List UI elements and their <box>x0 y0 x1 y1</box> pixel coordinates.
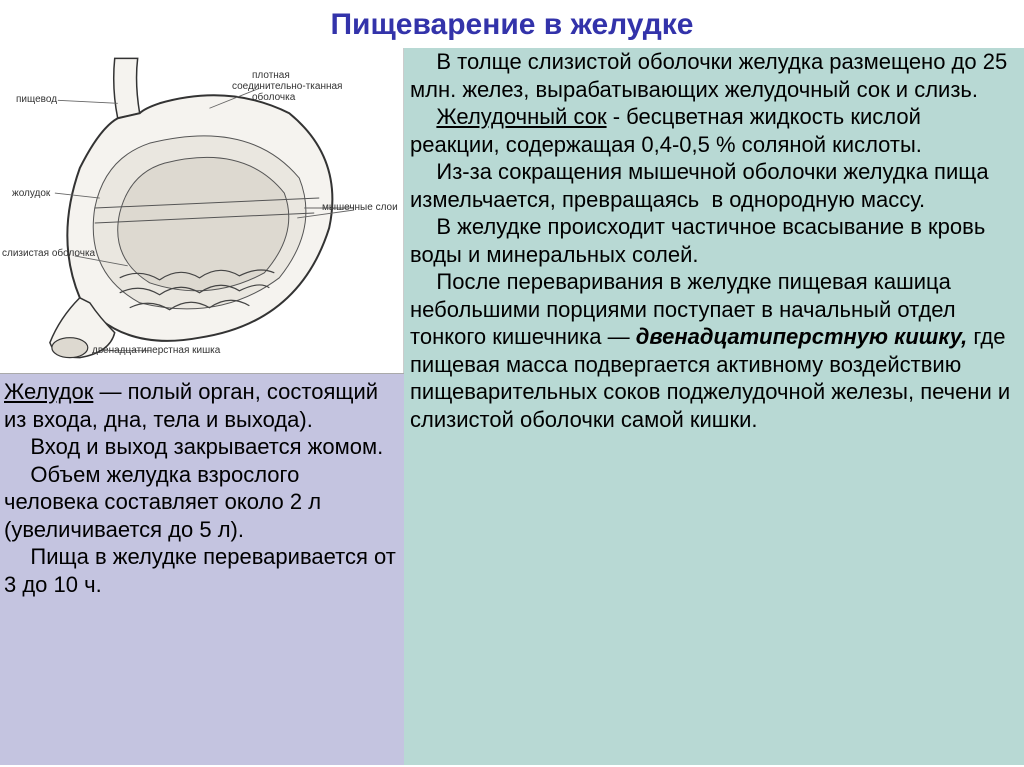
left-p2: Вход и выход закрывается жомом. <box>4 433 396 461</box>
term-stomach: Желудок <box>4 379 93 404</box>
left-p3: Объем желудка взрослого человека составл… <box>4 461 396 544</box>
left-text-box: Желудок — полый орган, состоящий из вход… <box>0 373 404 765</box>
label-esophagus: пищевод <box>16 94 57 105</box>
right-text-box: В толще слизистой оболочки желудка разме… <box>404 48 1024 765</box>
right-p2: Желудочный сок - бесцветная жидкость кис… <box>410 103 1014 158</box>
right-p5: После переваривания в желудке пищевая ка… <box>410 268 1014 433</box>
left-column: пищевод жолудок слизистая оболочка двена… <box>0 48 404 765</box>
term-gastric-juice: Желудочный сок <box>436 104 606 129</box>
term-duodenum: двенадцатиперстную кишку, <box>636 324 968 349</box>
stomach-diagram: пищевод жолудок слизистая оболочка двена… <box>0 48 404 373</box>
label-dense-1: плотная <box>252 70 290 81</box>
label-duodenum: двенадцатиперстная кишка <box>92 345 220 356</box>
right-p3: Из-за сокращения мышечной оболочки желуд… <box>410 158 1014 213</box>
content-container: пищевод жолудок слизистая оболочка двена… <box>0 48 1024 765</box>
label-muscle-layers: мышечные слои <box>322 202 398 213</box>
label-dense-3: оболочка <box>252 92 295 103</box>
label-mucosa: слизистая оболочка <box>2 248 95 259</box>
left-p1: Желудок — полый орган, состоящий из вход… <box>4 378 396 433</box>
label-dense-2: соединительно-тканная <box>232 81 342 92</box>
label-stomach: жолудок <box>12 188 50 199</box>
page-title: Пищеварение в желудке <box>0 0 1024 48</box>
right-p4: В желудке происходит частичное всасывани… <box>410 213 1014 268</box>
left-p4: Пища в желудке переваривается от 3 до 10… <box>4 543 396 598</box>
right-p1: В толще слизистой оболочки желудка разме… <box>410 48 1014 103</box>
